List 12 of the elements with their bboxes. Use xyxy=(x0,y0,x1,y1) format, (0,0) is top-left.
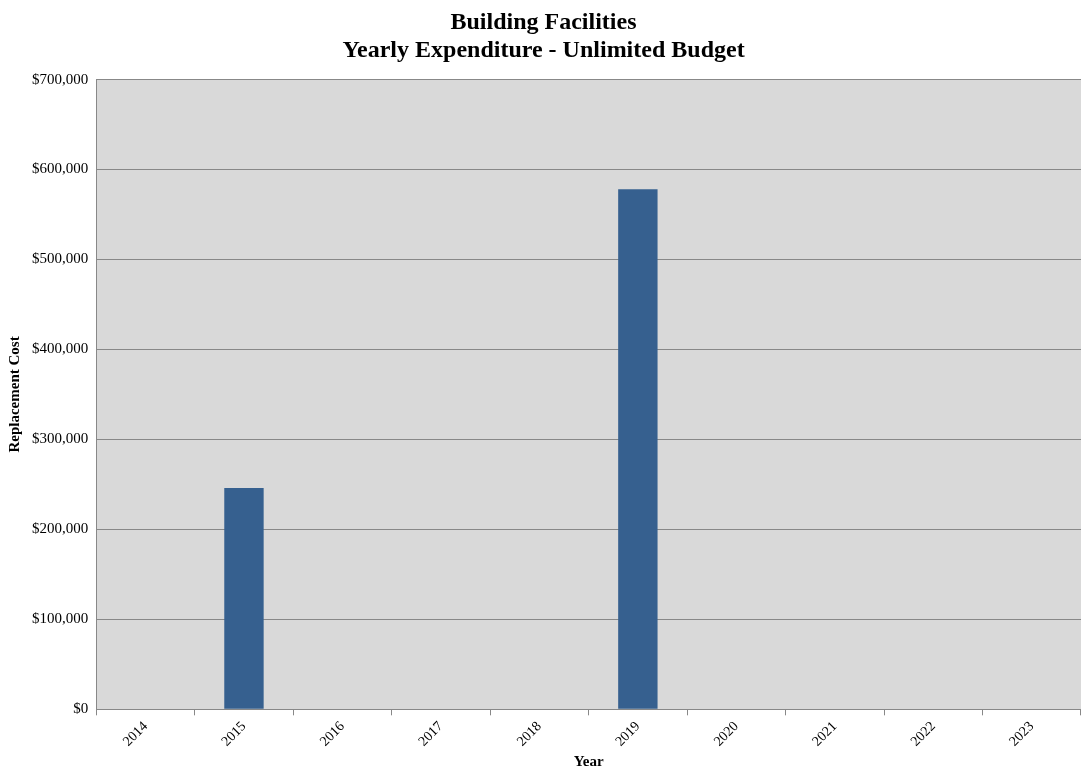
y-tick-label: $700,000 xyxy=(32,70,89,87)
y-axis-title: Replacement Cost xyxy=(5,336,22,453)
y-tick-label: $500,000 xyxy=(32,250,89,267)
y-tick-label: $200,000 xyxy=(32,520,89,537)
y-tick-label: $600,000 xyxy=(32,160,89,177)
chart-title: Building Facilities xyxy=(450,7,637,34)
y-tick-label: $0 xyxy=(73,700,89,717)
y-tick-label: $300,000 xyxy=(32,430,89,447)
y-tick-label: $100,000 xyxy=(32,610,89,627)
y-tick-label: $400,000 xyxy=(32,340,89,357)
chart-subtitle: Yearly Expenditure - Unlimited Budget xyxy=(342,36,745,63)
x-axis-title: Year xyxy=(573,752,604,769)
